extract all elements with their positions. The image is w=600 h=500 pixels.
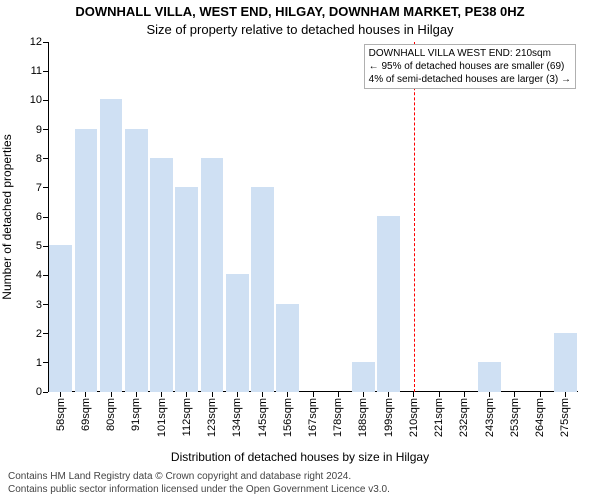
x-tick-mark xyxy=(338,392,339,397)
y-axis-label: Number of detached properties xyxy=(0,134,14,299)
x-tick-label: 264sqm xyxy=(534,398,546,437)
x-tick-label: 69sqm xyxy=(80,398,92,431)
bar xyxy=(150,158,173,392)
x-tick-mark xyxy=(237,392,238,397)
annotation-box: DOWNHALL VILLA WEST END: 210sqm← 95% of … xyxy=(364,44,576,89)
x-tick-mark xyxy=(186,392,187,397)
bar xyxy=(201,158,224,392)
annotation-line: DOWNHALL VILLA WEST END: 210sqm xyxy=(369,47,571,60)
y-tick-mark xyxy=(43,158,48,159)
y-tick-label: 10 xyxy=(30,94,42,106)
x-tick-label: 112sqm xyxy=(181,398,193,436)
y-tick-mark xyxy=(43,129,48,130)
plot-area: 012345678910111258sqm69sqm80sqm91sqm101s… xyxy=(48,42,578,392)
bar xyxy=(554,333,577,392)
x-tick-mark xyxy=(212,392,213,397)
chart-title-line2: Size of property relative to detached ho… xyxy=(0,22,600,37)
x-tick-mark xyxy=(413,392,414,397)
x-tick-mark xyxy=(111,392,112,397)
y-tick-mark xyxy=(43,217,48,218)
y-tick-label: 4 xyxy=(36,269,42,281)
x-tick-label: 275sqm xyxy=(559,398,571,437)
x-tick-mark xyxy=(388,392,389,397)
y-tick-label: 1 xyxy=(36,357,42,369)
x-tick-label: 221sqm xyxy=(433,398,445,437)
x-tick-mark xyxy=(489,392,490,397)
footer-attribution: Contains HM Land Registry data © Crown c… xyxy=(8,471,390,496)
x-axis-label: Distribution of detached houses by size … xyxy=(0,450,600,464)
x-tick-label: 253sqm xyxy=(509,398,521,437)
x-tick-label: 188sqm xyxy=(357,398,369,437)
y-tick-mark xyxy=(43,333,48,334)
y-tick-label: 6 xyxy=(36,211,42,223)
x-tick-mark xyxy=(262,392,263,397)
x-tick-label: 123sqm xyxy=(206,398,218,437)
bar xyxy=(75,129,98,393)
y-tick-label: 9 xyxy=(36,124,42,136)
y-tick-mark xyxy=(43,246,48,247)
y-tick-label: 5 xyxy=(36,240,42,252)
x-tick-mark xyxy=(287,392,288,397)
x-tick-mark xyxy=(161,392,162,397)
bar xyxy=(251,187,274,392)
bar xyxy=(478,362,501,392)
x-tick-label: 145sqm xyxy=(257,398,269,437)
bar xyxy=(100,99,123,392)
x-tick-label: 101sqm xyxy=(156,398,168,437)
y-tick-mark xyxy=(43,71,48,72)
y-tick-label: 7 xyxy=(36,182,42,194)
x-tick-label: 178sqm xyxy=(332,398,344,437)
bar xyxy=(49,245,72,392)
x-tick-label: 134sqm xyxy=(231,398,243,437)
x-tick-mark xyxy=(439,392,440,397)
bar xyxy=(352,362,375,392)
y-tick-mark xyxy=(43,392,48,393)
x-tick-mark xyxy=(565,392,566,397)
bar xyxy=(377,216,400,392)
x-tick-label: 91sqm xyxy=(130,398,142,431)
y-tick-label: 12 xyxy=(30,36,42,48)
x-tick-label: 167sqm xyxy=(307,398,319,437)
footer-line1: Contains HM Land Registry data © Crown c… xyxy=(8,471,390,484)
y-tick-label: 11 xyxy=(31,65,42,77)
x-tick-label: 210sqm xyxy=(408,398,420,437)
x-tick-mark xyxy=(540,392,541,397)
y-tick-mark xyxy=(43,304,48,305)
y-tick-label: 8 xyxy=(36,153,42,165)
y-tick-mark xyxy=(43,187,48,188)
x-tick-mark xyxy=(60,392,61,397)
y-tick-mark xyxy=(43,100,48,101)
y-tick-label: 2 xyxy=(36,328,42,340)
annotation-line: 4% of semi-detached houses are larger (3… xyxy=(369,73,571,86)
y-tick-mark xyxy=(43,275,48,276)
x-tick-label: 199sqm xyxy=(383,398,395,437)
y-tick-label: 0 xyxy=(36,386,42,398)
x-tick-mark xyxy=(514,392,515,397)
bar xyxy=(226,274,249,392)
x-tick-mark xyxy=(85,392,86,397)
y-tick-mark xyxy=(43,42,48,43)
x-tick-label: 243sqm xyxy=(484,398,496,437)
x-tick-label: 156sqm xyxy=(282,398,294,437)
y-tick-label: 3 xyxy=(36,299,42,311)
x-tick-mark xyxy=(313,392,314,397)
y-tick-mark xyxy=(43,362,48,363)
x-tick-label: 232sqm xyxy=(458,398,470,437)
chart-title-line1: DOWNHALL VILLA, WEST END, HILGAY, DOWNHA… xyxy=(0,4,600,19)
x-tick-mark xyxy=(363,392,364,397)
annotation-line: ← 95% of detached houses are smaller (69… xyxy=(369,60,571,73)
x-tick-label: 58sqm xyxy=(55,398,67,431)
subject-marker-line xyxy=(414,42,415,392)
bar xyxy=(175,187,198,392)
x-tick-label: 80sqm xyxy=(105,398,117,431)
bar xyxy=(276,304,299,393)
x-tick-mark xyxy=(136,392,137,397)
bar xyxy=(125,129,148,393)
footer-line2: Contains public sector information licen… xyxy=(8,484,390,497)
x-tick-mark xyxy=(464,392,465,397)
